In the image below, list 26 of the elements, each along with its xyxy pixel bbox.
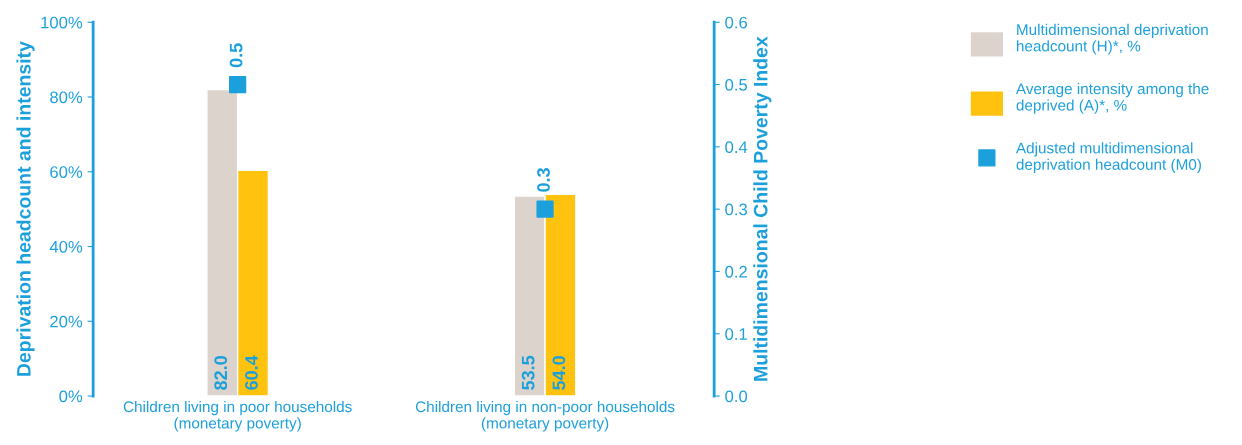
y2-tick-label: 0.3 — [725, 203, 747, 216]
y-tick-label: 40% — [49, 240, 83, 253]
y2-tick-label: 0.2 — [725, 265, 747, 278]
y2-tick-label: 0.0 — [725, 390, 748, 403]
y-axis-title: Deprivation headcount and intensity — [16, 41, 35, 376]
y2-tick-label: 0.5 — [725, 78, 748, 91]
data-label: 60.4 — [245, 355, 258, 390]
data-label: 53.5 — [521, 355, 535, 390]
data-label: 0.5 — [229, 43, 243, 68]
y-tick-label: 60% — [50, 166, 83, 178]
x-tick-label: Children living in poor households (monetary poverty) — [123, 400, 352, 432]
y-tick-label: 100% — [41, 16, 83, 29]
data-label: 54.0 — [552, 356, 566, 390]
y-tick-label: 0% — [59, 390, 83, 403]
legend-label: Adjusted multidimensional deprivation headcount (M0) — [1015, 142, 1201, 173]
x-tick-label: Children living in non-poor households (monetary poverty) — [415, 400, 675, 432]
y2-axis-title: Multidimensional Child Poverty Index — [753, 36, 772, 381]
legend-label: Multidimensional deprivation headcount (H)*, % — [1016, 23, 1208, 55]
data-label: 0.3 — [537, 168, 550, 192]
y2-tick-label: 0.6 — [725, 16, 747, 29]
y-tick-label: 80% — [50, 91, 83, 104]
y2-tick-label: 0.4 — [725, 141, 748, 154]
data-label: 82.0 — [214, 356, 228, 390]
y2-tick-label: 0.1 — [725, 328, 747, 340]
legend-label: Average intensity among the deprived (A)*, % — [1015, 83, 1209, 114]
y-tick-label: 20% — [50, 315, 83, 328]
